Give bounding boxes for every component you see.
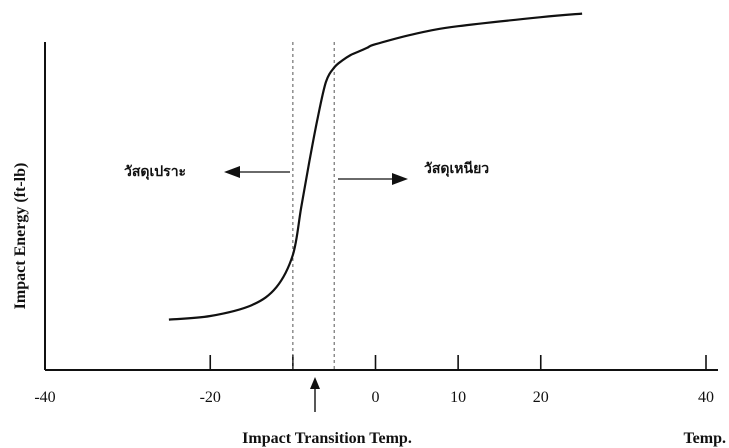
transition-region-lines [292,42,335,370]
ductile-arrow-head [392,173,408,185]
brittle-label: วัสดุเปราะ [124,164,186,180]
axes [44,42,718,371]
brittle-arrow-head [224,166,240,178]
x-tick-label: 0 [372,389,380,406]
x-tick-label: 20 [533,389,549,406]
x-tick-label: -40 [34,389,55,406]
annotations: วัสดุเปราะ วัสดุเหนียว Impact Transition… [124,161,489,447]
x-tick-label: 10 [450,389,466,406]
x-axis-end-label: Temp. [683,430,726,447]
y-axis-label: Impact Energy (ft-lb) [12,163,29,310]
transition-arrow-head [310,377,320,389]
x-axis-tick-labels: -40 -20 0 10 20 40 [34,389,714,406]
impact-energy-curve [168,12,583,321]
x-tick-label: -20 [200,389,221,406]
x-axis-ticks [209,355,707,370]
transition-label: Impact Transition Temp. [242,430,412,447]
x-tick-label: 40 [698,389,714,406]
ductile-label: วัสดุเหนียว [424,161,489,177]
